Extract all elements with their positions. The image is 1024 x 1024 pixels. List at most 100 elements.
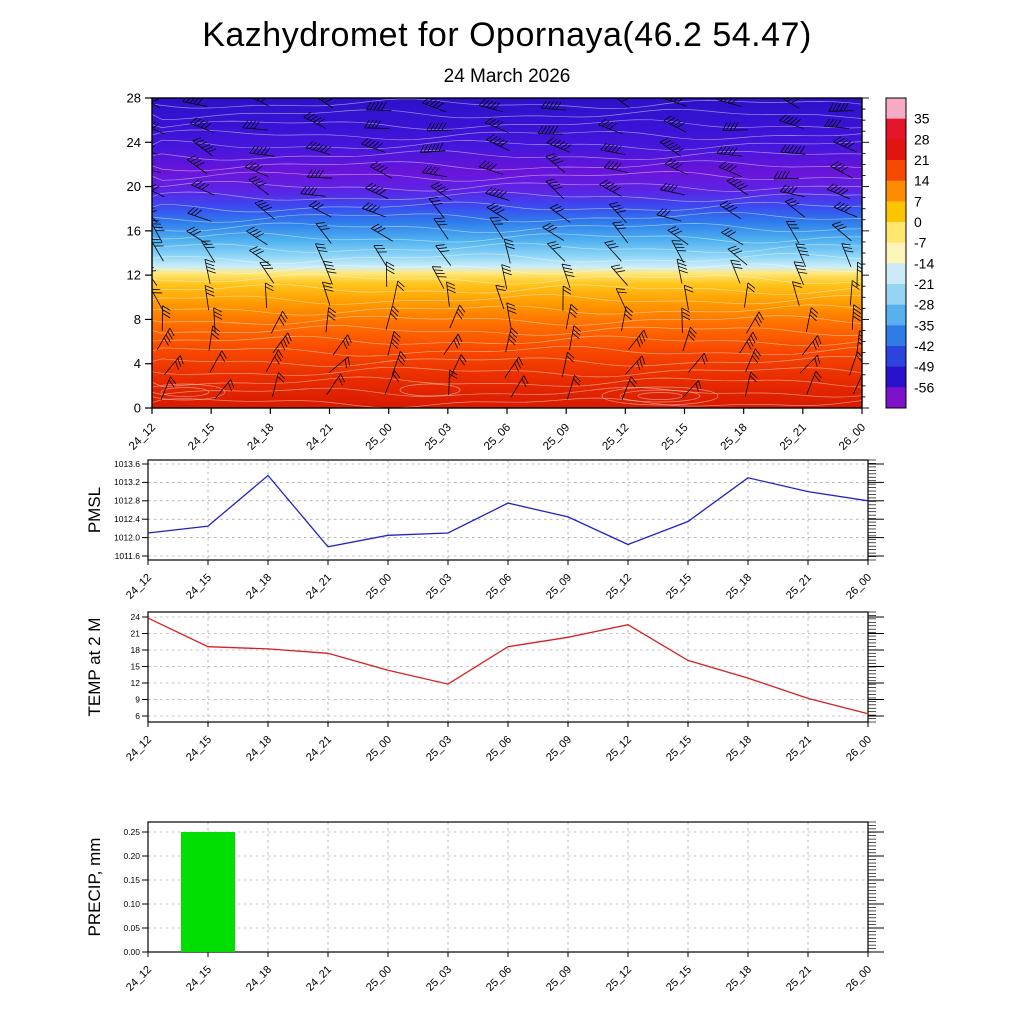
colorbar-tick-label: -14 [914, 255, 934, 271]
barb-feather [318, 250, 328, 253]
colorbar-segment [886, 222, 906, 244]
barb-feather [572, 329, 581, 336]
barb-feather [432, 101, 441, 108]
barb-feather [616, 210, 626, 213]
barb-feather [837, 164, 846, 171]
wind-barb [849, 351, 862, 376]
barb-feather [433, 122, 440, 131]
y-tick-label: 0.05 [123, 923, 140, 933]
wind-barb [727, 245, 748, 266]
barb-feather [727, 98, 734, 103]
x-tick-label: 25_21 [784, 572, 814, 602]
wind-barb [365, 182, 389, 199]
barb-feather [211, 329, 220, 336]
barb-feather [478, 160, 487, 168]
barb-feather [726, 176, 736, 182]
barb-feather [548, 181, 558, 185]
y-tick-label: 20 [127, 179, 141, 194]
barb-feather [615, 145, 622, 153]
wind-barb [719, 200, 741, 220]
barb-feather [455, 336, 461, 346]
barb-feather [347, 356, 350, 366]
barb-feather [855, 354, 862, 363]
barb-feather [190, 208, 199, 215]
barb-feather [425, 166, 433, 174]
wind-barb [254, 199, 275, 220]
wind-barb [361, 137, 386, 153]
wind-barb [270, 310, 288, 334]
barb-feather [698, 380, 702, 390]
wind-barb [246, 226, 268, 246]
plot-frame [147, 821, 869, 953]
barb-feather [282, 338, 288, 348]
contour-line [152, 222, 862, 234]
barb-feather [313, 116, 322, 123]
barb-feather [787, 98, 795, 102]
wind-barb [833, 136, 857, 153]
x-tick-label: 25_06 [484, 734, 514, 764]
barb-feather [793, 118, 801, 126]
barb-feather [488, 118, 497, 125]
wind-barb [824, 118, 850, 130]
colorbar-segment [886, 325, 906, 347]
contour-line [152, 304, 862, 316]
barb-feather [827, 119, 834, 127]
barb-feather [482, 161, 490, 169]
barb-feather [611, 144, 618, 153]
barb-feather [695, 383, 699, 393]
x-tick-label: 24_21 [305, 422, 336, 453]
colorbar-segment [886, 387, 906, 409]
barb-feather [562, 289, 572, 295]
barb-feather [435, 244, 445, 247]
x-tick-label: 24_15 [186, 422, 217, 453]
wind-barb [830, 161, 853, 179]
barb-feather [750, 371, 758, 379]
barb-feather [541, 125, 547, 134]
barb-feather [843, 102, 849, 112]
barb-feather [369, 204, 377, 212]
barb-feather [729, 165, 737, 172]
colorbar-segment [886, 139, 906, 161]
contour-line [152, 315, 862, 326]
barb-feather [386, 261, 395, 267]
barb-feather [194, 180, 203, 187]
barb-feather [837, 226, 847, 230]
wind-barb [385, 305, 399, 331]
barb-feather [782, 115, 791, 123]
wind-barb [688, 352, 708, 373]
barb-feather [563, 144, 572, 151]
wind-barb [478, 98, 504, 113]
barb-feather [607, 144, 615, 152]
barb-feather [433, 203, 443, 205]
barb-feather [485, 186, 493, 194]
barb-feather [278, 317, 285, 326]
wind-barb [562, 285, 572, 311]
barb-feather [316, 144, 324, 152]
barb-feather [546, 137, 555, 144]
barb-feather [824, 118, 831, 127]
barb-feather [456, 311, 463, 320]
x-tick-label: 25_12 [604, 734, 634, 764]
barb-feather [152, 207, 155, 209]
barb-feather [722, 162, 730, 169]
pmsl-panel: PMSL 24_12 24_15 24_18 24_21 25_00 25_03 25_06… [85, 459, 884, 602]
x-tick-label: 24_12 [127, 422, 158, 453]
wind-barb [663, 115, 687, 133]
barb-feather [246, 226, 255, 232]
barb-feather [507, 306, 516, 311]
barb-feather [430, 122, 436, 131]
barb-feather [837, 203, 845, 210]
contour-line [152, 201, 862, 213]
barb-feather [555, 101, 562, 110]
wind-barb [208, 325, 220, 351]
barb-feather [726, 122, 732, 131]
wind-barb [192, 137, 217, 157]
y-tick-label: 24 [131, 612, 141, 622]
contour-ellipse [160, 387, 210, 397]
barb-feather [304, 186, 311, 195]
barb-feather [675, 148, 684, 154]
barb-staff [537, 133, 563, 135]
barb-feather [565, 274, 575, 277]
barb-feather [570, 303, 578, 311]
barb-feather [815, 370, 822, 379]
